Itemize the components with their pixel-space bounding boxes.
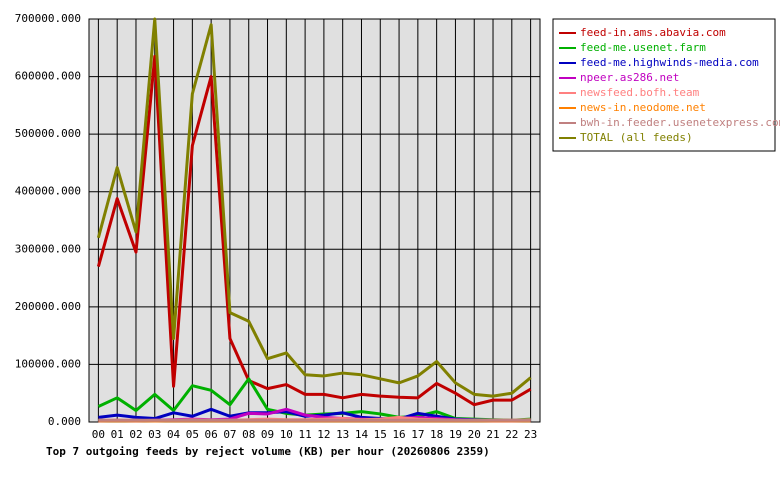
x-tick-label: 14 xyxy=(355,428,369,441)
legend-label: npeer.as286.net xyxy=(580,71,679,84)
x-tick-label: 15 xyxy=(374,428,387,441)
x-tick-label: 03 xyxy=(148,428,161,441)
x-tick-label: 09 xyxy=(261,428,274,441)
legend-label: TOTAL (all feeds) xyxy=(580,131,693,144)
x-tick-label: 00 xyxy=(92,428,105,441)
legend-label: news-in.neodome.net xyxy=(580,101,706,114)
y-tick-label: 200000.000 xyxy=(15,300,81,313)
x-tick-label: 23 xyxy=(524,428,537,441)
x-tick-label: 01 xyxy=(111,428,124,441)
x-tick-label: 20 xyxy=(468,428,481,441)
x-tick-label: 17 xyxy=(411,428,424,441)
y-tick-label: 400000.000 xyxy=(15,185,81,198)
x-tick-label: 07 xyxy=(223,428,236,441)
x-tick-label: 18 xyxy=(430,428,443,441)
x-tick-label: 12 xyxy=(317,428,330,441)
legend-label: feed-in.ams.abavia.com xyxy=(580,26,726,39)
x-tick-label: 21 xyxy=(486,428,499,441)
x-tick-label: 05 xyxy=(186,428,199,441)
x-tick-label: 10 xyxy=(280,428,293,441)
series-line xyxy=(96,17,532,398)
legend-label: bwh-in.feeder.usenetexpress.com xyxy=(580,116,780,129)
y-tick-label: 0.000 xyxy=(48,415,81,428)
y-tick-label: 300000.000 xyxy=(15,242,81,255)
x-tick-label: 06 xyxy=(205,428,218,441)
y-tick-label: 600000.000 xyxy=(15,70,81,83)
y-tick-label: 100000.000 xyxy=(15,357,81,370)
x-tick-label: 08 xyxy=(242,428,255,441)
series-line xyxy=(96,54,532,407)
x-tick-label: 22 xyxy=(505,428,518,441)
y-tick-label: 700000.000 xyxy=(15,12,81,25)
legend-label: newsfeed.bofh.team xyxy=(580,86,700,99)
x-tick-label: 13 xyxy=(336,428,349,441)
y-tick-label: 500000.000 xyxy=(15,127,81,140)
legend-box xyxy=(552,18,776,152)
legend-label: feed-me.usenet.farm xyxy=(580,41,706,54)
x-tick-label: 02 xyxy=(129,428,142,441)
x-tick-label: 04 xyxy=(167,428,181,441)
x-tick-label: 11 xyxy=(298,428,311,441)
chart-title: Top 7 outgoing feeds by reject volume (K… xyxy=(46,445,490,458)
x-tick-label: 16 xyxy=(392,428,405,441)
legend-label: feed-me.highwinds-media.com xyxy=(580,56,759,69)
x-tick-label: 19 xyxy=(449,428,462,441)
